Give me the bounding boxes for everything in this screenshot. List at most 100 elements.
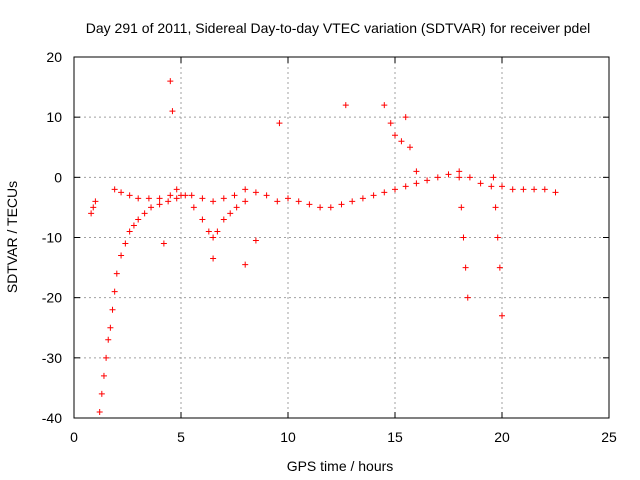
data-point	[233, 204, 240, 211]
y-tick-label: -20	[42, 290, 62, 306]
data-point	[98, 390, 105, 397]
data-point	[242, 198, 249, 205]
data-point	[88, 210, 95, 217]
data-point	[242, 186, 249, 193]
x-axis-label: GPS time / hours	[287, 458, 394, 474]
data-point	[126, 228, 133, 235]
series-drop-near-18-3h	[456, 174, 471, 301]
x-tick-label: 0	[70, 429, 78, 445]
data-point	[92, 198, 99, 205]
data-point	[424, 177, 431, 184]
data-point	[199, 216, 206, 223]
data-point	[413, 168, 420, 175]
data-point	[274, 198, 281, 205]
data-point	[402, 114, 409, 121]
data-point	[165, 198, 172, 205]
data-point	[295, 198, 302, 205]
data-point	[205, 228, 212, 235]
data-point	[109, 306, 116, 313]
data-points	[88, 78, 559, 415]
data-point	[167, 192, 174, 199]
data-point	[160, 240, 167, 247]
data-point	[188, 192, 195, 199]
data-point	[402, 183, 409, 190]
data-point	[96, 408, 103, 415]
data-point	[130, 222, 137, 229]
data-point	[135, 216, 142, 223]
data-point	[381, 102, 388, 109]
chart-title: Day 291 of 2011, Sidereal Day-to-day VTE…	[86, 20, 590, 36]
data-point	[434, 174, 441, 181]
series-dip-near-6-5h	[173, 186, 249, 241]
data-point	[252, 237, 259, 244]
axis-ticks: 0 5 10 15 20 25 -40 -30 -20 -10 0 10 20	[42, 49, 617, 445]
data-point	[317, 204, 324, 211]
data-point	[445, 171, 452, 178]
data-point	[135, 195, 142, 202]
series-short-pre-trace	[88, 198, 99, 217]
data-point	[156, 195, 163, 202]
data-point	[413, 180, 420, 187]
data-point	[173, 186, 180, 193]
data-point	[499, 183, 505, 190]
series-main-band	[111, 168, 559, 211]
data-point	[167, 78, 174, 85]
data-point	[349, 198, 356, 205]
y-tick-label: -40	[42, 410, 62, 426]
data-point	[464, 294, 471, 301]
data-point	[406, 144, 413, 151]
x-tick-label: 10	[280, 429, 296, 445]
data-point	[220, 195, 227, 202]
data-point	[285, 195, 291, 202]
data-point	[107, 324, 114, 331]
series-drop-near-20h	[490, 174, 505, 319]
data-point	[199, 195, 206, 202]
data-point	[105, 336, 112, 343]
data-point	[492, 204, 499, 211]
data-point	[210, 234, 217, 241]
data-point	[210, 255, 217, 262]
data-point	[456, 174, 463, 181]
data-point	[306, 201, 313, 208]
data-point	[276, 120, 283, 127]
data-point	[111, 288, 118, 295]
data-point	[263, 192, 270, 199]
data-point	[398, 138, 405, 145]
y-tick-label: -10	[42, 230, 62, 246]
data-point	[220, 216, 227, 223]
x-tick-label: 15	[387, 429, 403, 445]
data-point	[100, 372, 107, 379]
data-point	[90, 204, 97, 211]
y-axis-label: SDTVAR / TECUs	[4, 181, 20, 293]
data-point	[466, 174, 473, 181]
data-point	[190, 204, 197, 211]
data-point	[531, 186, 538, 193]
data-point	[148, 204, 155, 211]
data-point	[370, 192, 377, 199]
data-point	[342, 102, 349, 109]
data-point	[499, 312, 505, 319]
data-point	[156, 201, 163, 208]
data-point	[126, 192, 133, 199]
data-point	[118, 252, 125, 259]
data-point	[359, 195, 366, 202]
data-point	[387, 120, 394, 127]
data-point	[494, 234, 501, 241]
data-point	[210, 198, 217, 205]
y-tick-label: 10	[46, 109, 62, 125]
data-point	[456, 168, 463, 175]
data-point	[118, 189, 125, 196]
data-point	[477, 180, 484, 187]
data-point	[173, 195, 180, 202]
x-tick-label: 20	[494, 429, 510, 445]
data-point	[462, 264, 469, 271]
data-point	[488, 183, 495, 190]
series-outliers	[160, 78, 349, 268]
data-point	[141, 210, 148, 217]
data-point	[392, 186, 398, 193]
data-point	[214, 228, 221, 235]
data-point	[111, 186, 118, 193]
series-early-descent	[96, 195, 180, 415]
data-point	[242, 261, 249, 268]
